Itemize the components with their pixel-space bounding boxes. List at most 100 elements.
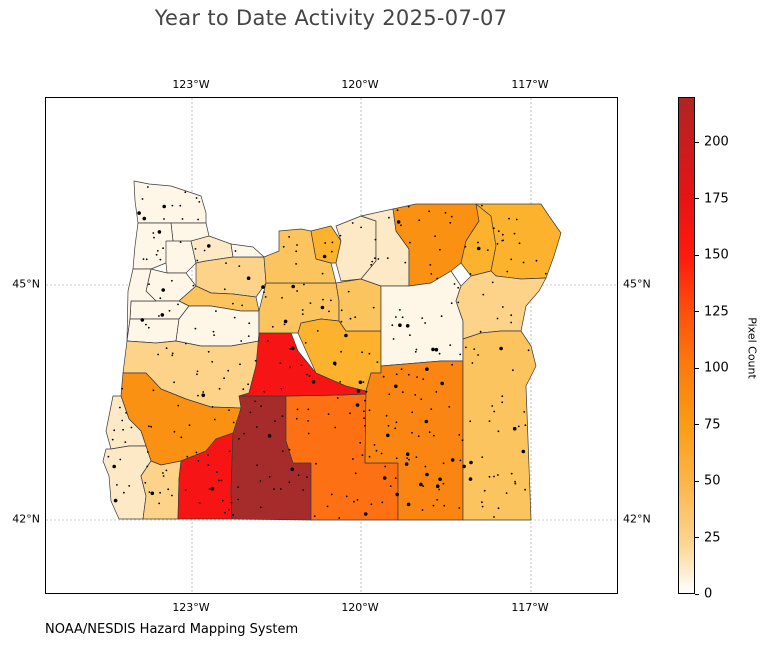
fire-detection-point xyxy=(431,347,435,352)
fire-detection-point xyxy=(201,393,204,396)
fire-detection-point xyxy=(308,375,311,377)
fire-detection-point xyxy=(331,241,334,244)
fire-detection-point xyxy=(510,321,513,324)
fire-detection-point xyxy=(246,276,251,281)
fire-detection-point xyxy=(458,507,461,509)
county-wheeler[interactable] xyxy=(335,278,382,332)
colorbar-tick-label: 50 xyxy=(704,473,721,489)
fire-detection-point xyxy=(435,484,440,489)
lat-tick-left-45n: 45°N xyxy=(12,277,40,291)
colorbar-tick-mark xyxy=(695,311,699,313)
fire-detection-point xyxy=(152,232,155,234)
fire-detection-point xyxy=(387,424,390,427)
fire-detection-point xyxy=(524,424,527,427)
fire-detection-point xyxy=(481,456,484,458)
fire-detection-point xyxy=(196,259,199,262)
fire-detection-point xyxy=(464,245,467,248)
fire-detection-point xyxy=(307,420,309,422)
fire-detection-point xyxy=(254,359,257,362)
county-benton[interactable] xyxy=(126,318,180,344)
fire-detection-point xyxy=(381,501,384,504)
fire-detection-point xyxy=(353,500,355,503)
lon-tick-bottom-120w: 120°W xyxy=(341,601,379,614)
fire-detection-point xyxy=(340,350,342,353)
fire-detection-point xyxy=(368,409,371,412)
county-clatsop[interactable] xyxy=(133,180,207,224)
fire-detection-point xyxy=(188,424,191,426)
fire-detection-point xyxy=(260,405,262,408)
fire-detection-point xyxy=(248,322,251,325)
fire-detection-point xyxy=(493,516,495,518)
fire-detection-point xyxy=(352,458,354,460)
fire-detection-point xyxy=(392,338,395,340)
county-washington[interactable] xyxy=(165,240,197,274)
fire-detection-point xyxy=(162,247,165,250)
fire-detection-point xyxy=(372,306,375,309)
fire-detection-point xyxy=(309,302,312,304)
fire-detection-point xyxy=(273,488,275,491)
county-josephine[interactable] xyxy=(140,460,182,520)
fire-detection-point xyxy=(238,438,240,440)
fire-detection-point xyxy=(112,464,116,469)
county-umatilla[interactable] xyxy=(392,203,480,287)
fire-detection-point xyxy=(295,417,298,420)
fire-detection-point xyxy=(123,491,125,494)
fire-detection-point xyxy=(179,241,182,244)
fire-detection-point xyxy=(374,257,376,260)
fire-detection-point xyxy=(477,241,479,244)
lat-tick-right-42n: 42°N xyxy=(623,512,651,526)
county-linn[interactable] xyxy=(175,305,260,347)
fire-detection-point xyxy=(306,476,308,479)
fire-detection-point xyxy=(442,482,445,485)
fire-detection-point xyxy=(232,514,235,516)
fire-detection-point xyxy=(522,261,525,264)
county-tillamook[interactable] xyxy=(132,222,174,270)
fire-detection-point xyxy=(207,350,210,353)
fire-detection-point xyxy=(505,492,508,494)
fire-detection-point xyxy=(215,471,218,474)
fire-detection-point xyxy=(113,498,118,503)
fire-detection-point xyxy=(303,283,305,286)
lat-tick-left-42n: 42°N xyxy=(12,512,40,526)
fire-detection-point xyxy=(439,248,441,251)
fire-detection-point xyxy=(203,249,206,252)
fire-detection-point xyxy=(395,492,400,497)
colorbar-tick-mark xyxy=(695,537,699,539)
fire-detection-point xyxy=(147,326,150,329)
fire-detection-point xyxy=(202,391,205,393)
fire-detection-point xyxy=(264,296,267,298)
fire-detection-point xyxy=(405,324,410,328)
fire-detection-point xyxy=(508,217,510,220)
fire-detection-point xyxy=(281,450,284,452)
fire-detection-point xyxy=(354,316,357,319)
county-baker[interactable] xyxy=(455,270,547,340)
county-malheur[interactable] xyxy=(462,330,537,521)
fire-detection-point xyxy=(295,263,297,265)
fire-detection-point xyxy=(142,216,147,221)
fire-detection-point xyxy=(322,298,324,301)
fire-detection-point xyxy=(171,354,174,357)
county-lincoln[interactable] xyxy=(126,268,157,342)
fire-detection-point xyxy=(162,204,166,209)
fire-detection-point xyxy=(421,509,424,511)
fire-detection-point xyxy=(261,285,265,289)
fire-detection-point xyxy=(501,401,504,404)
fire-detection-point xyxy=(247,383,250,386)
fire-detection-point xyxy=(218,387,221,390)
fire-detection-point xyxy=(213,334,216,336)
fire-detection-point xyxy=(142,258,145,260)
colorbar-tick-label: 175 xyxy=(704,191,729,207)
fire-detection-point xyxy=(157,353,160,356)
fire-detection-point xyxy=(282,245,285,248)
fire-detection-point xyxy=(514,482,517,485)
fire-detection-point xyxy=(194,248,197,250)
fire-detection-point xyxy=(438,352,441,355)
fire-detection-point xyxy=(370,263,373,266)
fire-detection-point xyxy=(162,472,164,474)
fire-detection-point xyxy=(363,417,365,420)
fire-detection-point xyxy=(173,430,176,433)
fire-detection-point xyxy=(523,411,526,413)
fire-detection-point xyxy=(144,481,147,484)
fire-detection-point xyxy=(330,493,333,496)
fire-detection-point xyxy=(288,236,290,238)
